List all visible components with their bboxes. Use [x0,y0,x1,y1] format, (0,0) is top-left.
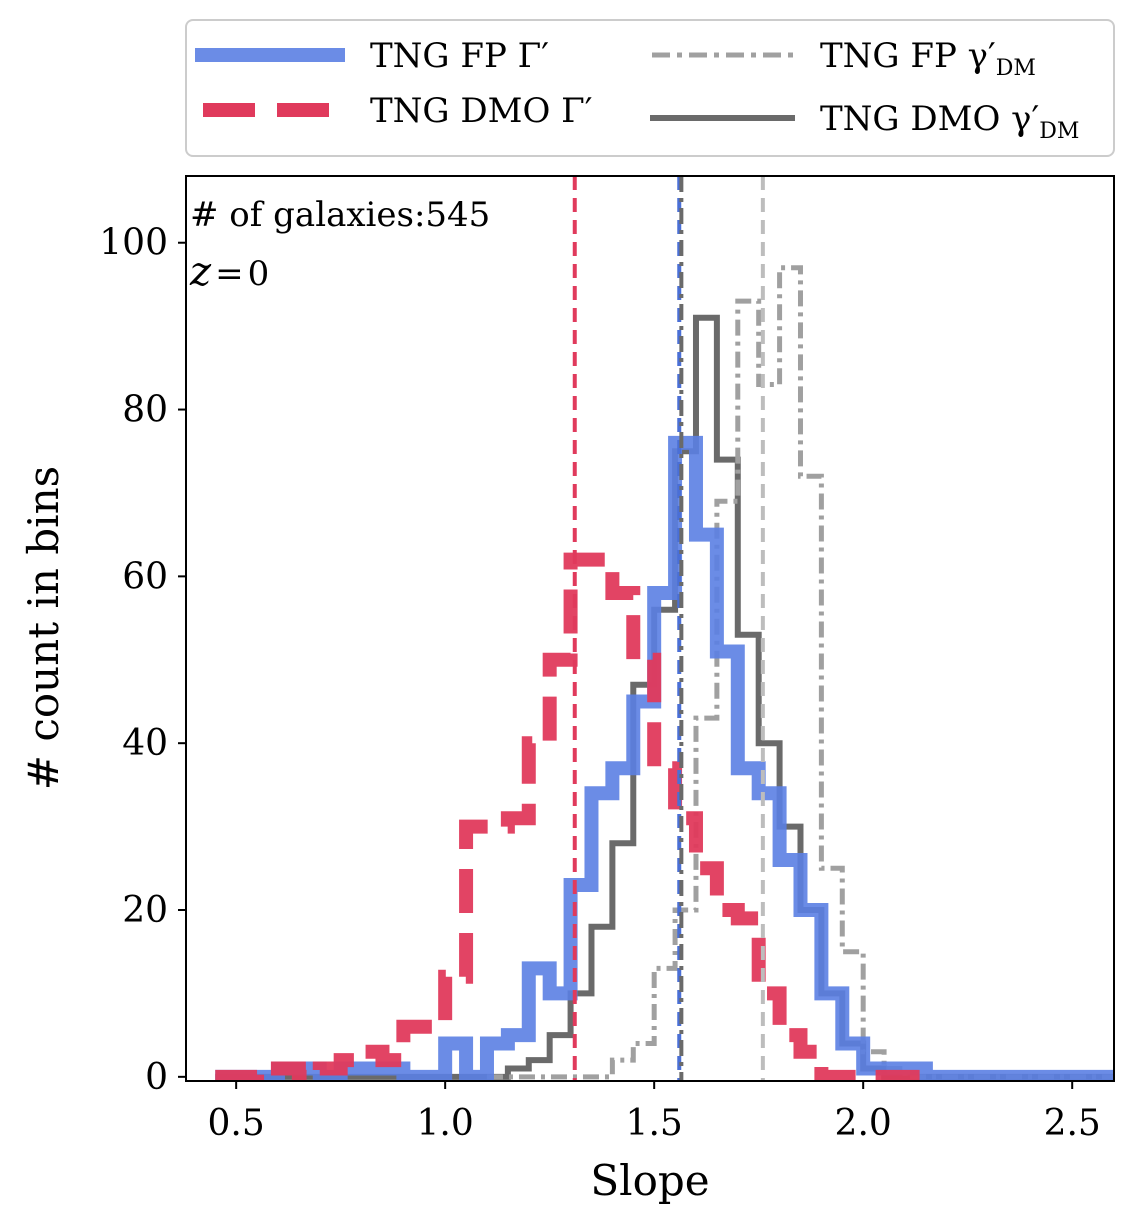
x-tick-label: 2.0 [835,1103,892,1144]
series-fp-gamma [215,435,1114,1081]
x-tick-label: 0.5 [208,1103,265,1144]
plot-frame [185,175,1115,1082]
x-tick-label: 2.5 [1044,1103,1101,1144]
x-axis: 0.5 1.0 1.5 2.0 2.5 [208,1081,1101,1144]
series-dmo-gamma [215,552,926,1081]
legend-label-dmo-gamma: TNG DMO Γ′ [370,91,592,131]
legend-label-dmo-dm: TNG DMO γ′DM [820,99,1079,144]
legend-label-fp-gamma: TNG FP Γ′ [370,36,549,76]
legend-label-fp-dm: TNG FP γ′DM [820,36,1036,81]
y-tick-label: 60 [122,556,168,597]
x-tick-label: 1.0 [417,1103,474,1144]
y-tick-label: 100 [99,223,168,264]
redshift-annotation: z = 0 [189,249,269,295]
y-tick-label: 20 [122,890,168,931]
galaxy-count-annotation: # of galaxies:545 [190,195,490,235]
y-tick-label: 40 [122,723,168,764]
series-fp-dm [486,265,1114,1080]
y-axis: 0 20 40 60 80 100 [99,223,186,1098]
y-tick-label: 80 [122,390,168,431]
x-tick-label: 1.5 [626,1103,683,1144]
legend: TNG FP Γ′ TNG DMO Γ′ TNG FP γ′DM TNG DMO… [185,19,1115,157]
series-layer [215,176,1114,1081]
legend-frame [185,19,1115,157]
y-axis-label: # count in bins [19,466,68,790]
x-axis-label: Slope [590,1156,709,1205]
y-tick-label: 0 [145,1057,168,1098]
